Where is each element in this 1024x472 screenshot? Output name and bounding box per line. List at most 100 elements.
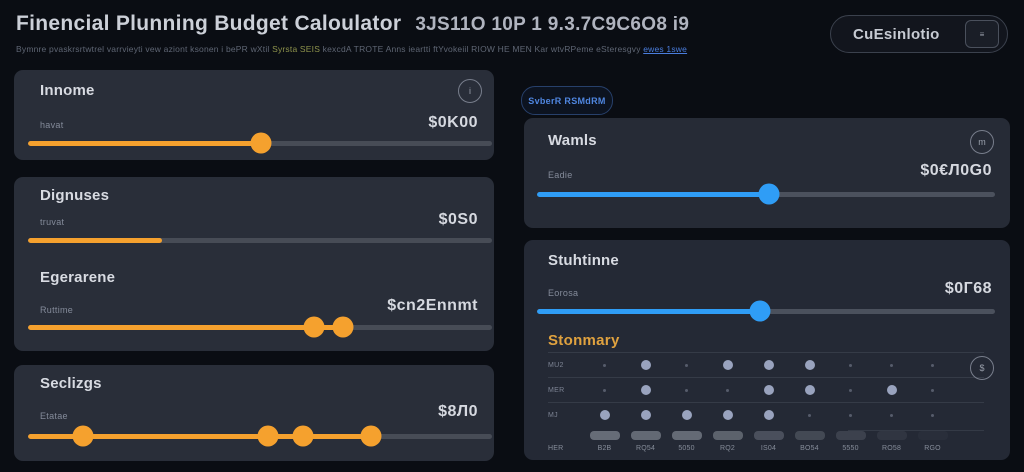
page-title-suffix: 3JS11O 10P 1 9.3.7C9C6O8 i9 [415,14,690,35]
slider-thumb[interactable] [758,183,780,205]
filled-dot-icon [763,360,774,370]
summary-cell [789,360,830,370]
filled-dot-icon [640,410,651,420]
summary-cell [666,430,707,440]
empty-dot-icon [808,413,811,417]
savtime-slider[interactable] [537,300,995,322]
summary-cell [584,410,625,420]
slider-thumb[interactable] [250,132,272,154]
savings-slider[interactable] [28,425,492,447]
summary-cell [584,363,625,367]
summary-cell [871,363,912,367]
savings-title: Seclizgs [40,375,102,392]
filled-dot-icon [681,410,692,420]
slider-thumb[interactable] [360,425,382,447]
summary-cell [625,430,666,440]
summary-row: MER [548,377,984,402]
expenses-card: Dignuses truvat $0S0 Egerarene Ruttime $… [14,177,494,351]
experience-slider-label: Ruttime [40,305,74,315]
summary-cell [912,430,953,440]
filled-dot-icon [804,360,815,370]
page-title-text: Finencial Plunning Budget Caloulator [16,12,402,35]
summary-grid: MU2 MER MJ HER B2B RQ54 5050 RQ2 IS04 BO54 5550 RO5… [548,352,984,454]
subtitle-text-1: Bymnre pvaskrsrtwtrel varrvieyti vew azi… [16,44,270,54]
summary-cell [748,410,789,420]
slider-fill [537,308,761,314]
calculation-button[interactable]: CuEsinlotio ≡ [830,15,1008,53]
subtitle-link[interactable]: ewes 1swe [643,44,688,54]
filled-dot-icon [886,385,897,395]
summary-cell [912,363,953,367]
summary-cell [625,410,666,420]
slider-fill [28,324,344,330]
empty-dot-icon [685,388,688,392]
divider [848,430,984,431]
summary-tick-label: RQ54 [635,444,656,452]
income-slider-label: havat [40,120,64,130]
calculation-button-label: CuEsinlotio [853,25,940,43]
summary-row: MJ [548,402,984,427]
info-icon[interactable]: m [970,130,994,154]
slider-thumb[interactable] [292,425,314,447]
filled-dot-icon [722,360,733,370]
slider-thumb[interactable] [72,425,94,447]
summary-cell [748,385,789,395]
summary-chip [835,430,866,440]
info-icon[interactable]: i [458,79,482,103]
expenses-progress-bar[interactable] [28,230,492,250]
summary-row-label: MJ [548,411,558,419]
empty-dot-icon [603,363,606,367]
empty-dot-icon [849,388,852,392]
filled-dot-icon [804,385,815,395]
summary-tick-label: RO58 [881,444,902,452]
filled-dot-icon [640,360,651,370]
summary-cell [707,430,748,440]
empty-dot-icon [849,413,852,417]
summary-cell [748,430,789,440]
subtitle-text-2: kexcdA TROTE Anns ieartti ftYvokeiil RIO… [322,44,641,54]
summary-chip [753,430,784,440]
slider-track[interactable] [28,324,492,330]
summary-cell [666,388,707,392]
summary-row-label: MU2 [548,361,564,369]
summary-chip-row [548,429,984,441]
expenses-slider-label: truvat [40,217,65,227]
info-icon-glyph: i [469,86,471,96]
savings-value: $8Л0 [438,403,478,420]
income-value: $0K00 [428,114,478,131]
summary-chip [712,430,743,440]
empty-dot-icon [685,363,688,367]
menu-icon[interactable]: ≡ [965,20,999,48]
wants-card: Wamls m Eadie $0€Л0G0 [524,118,1010,228]
select-amount-button[interactable]: SvberR RSMdRM [521,86,613,115]
wants-value: $0€Л0G0 [920,162,992,179]
empty-dot-icon [890,413,893,417]
filled-dot-icon [599,410,610,420]
summary-cell [871,430,912,440]
summary-cell [584,388,625,392]
summary-tick-label: BO54 [800,444,819,452]
filled-dot-icon [763,410,774,420]
slider-thumb[interactable] [749,300,771,322]
experience-slider[interactable] [28,316,492,338]
summary-cell [666,410,707,420]
summary-cell [912,388,953,392]
slider-thumb[interactable] [257,425,279,447]
dollar-icon[interactable]: $ [970,356,994,380]
summary-cell [789,430,830,440]
summary-cell [707,410,748,420]
slider-track[interactable] [28,237,492,243]
expenses-value: $0S0 [438,211,478,228]
summary-cell [789,413,830,417]
wants-slider[interactable] [537,183,995,205]
empty-dot-icon [726,388,729,392]
income-slider[interactable] [28,132,492,154]
slider-thumb[interactable] [303,316,325,338]
summary-cell [748,360,789,370]
slider-fill [537,191,770,197]
income-card: Innome i havat $0K00 [14,70,494,160]
slider-thumb[interactable] [332,316,354,338]
summary-chip [589,430,620,440]
savtime-title: Stuhtinne [548,252,619,269]
